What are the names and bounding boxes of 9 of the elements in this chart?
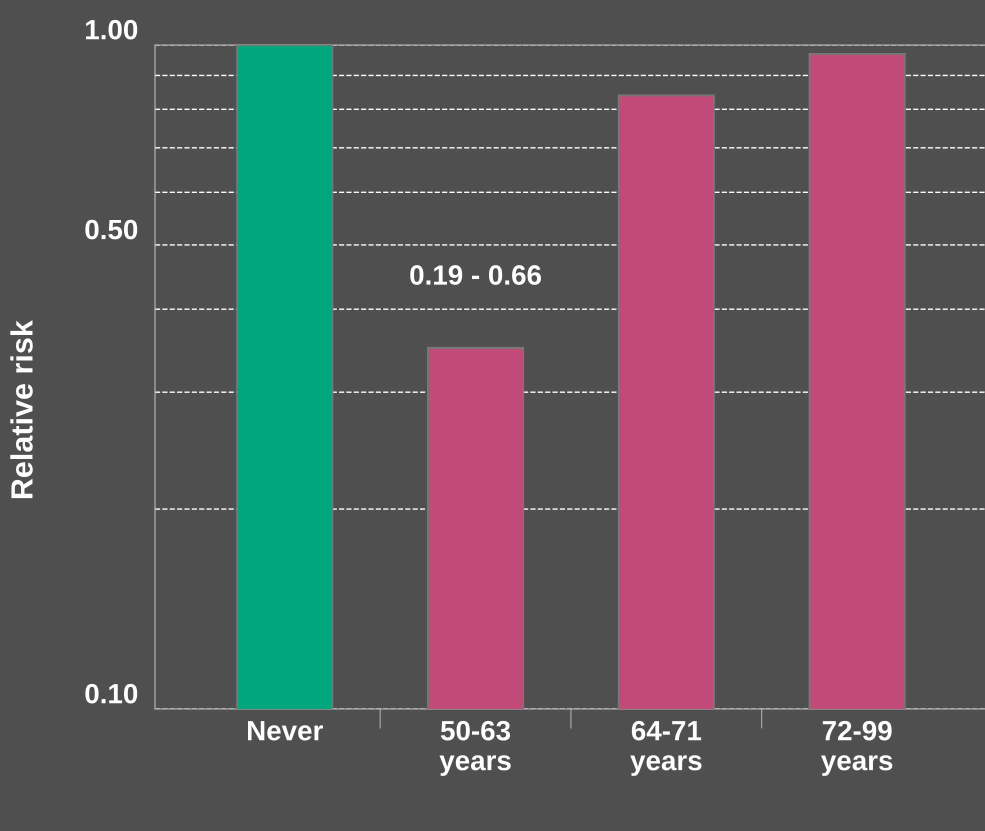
annotation: 0.19 - 0.66	[410, 265, 541, 285]
y-tick-label: 1.00	[86, 20, 138, 40]
x-tick-label: Never	[248, 721, 323, 741]
x-tick-label: 72-99 years	[821, 720, 892, 776]
x-tick-label: 50-63 years	[439, 720, 511, 776]
y-tick-label: 0.50	[85, 220, 138, 240]
x-tick-label: 64-71 years	[630, 720, 702, 776]
y-tick-label: 0.10	[85, 684, 138, 704]
y-axis-title: Relative risk	[10, 320, 33, 498]
